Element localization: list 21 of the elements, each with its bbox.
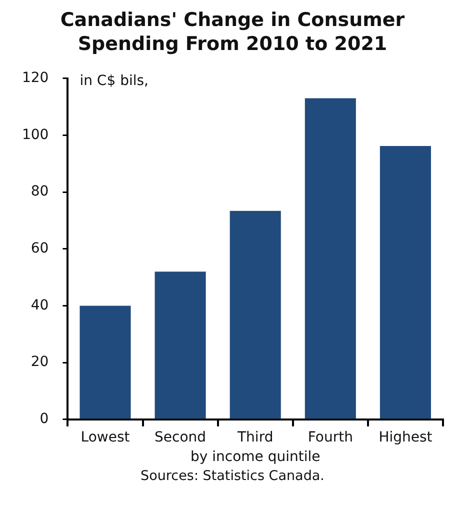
source-note: Sources: Statistics Canada. <box>140 468 326 484</box>
bar <box>304 98 356 419</box>
bar <box>380 146 431 419</box>
x-tick-label: Lowest <box>80 429 130 446</box>
bar <box>154 272 206 419</box>
y-tick-label: 120 <box>22 70 49 86</box>
x-tick-label: Second <box>154 429 206 446</box>
bar <box>230 210 281 419</box>
x-tick-label: Fourth <box>308 429 353 446</box>
y-tick-label: 40 <box>30 297 49 314</box>
y-tick-label: 20 <box>30 354 49 370</box>
y-tick-label: 0 <box>40 411 49 428</box>
y-tick-label: 80 <box>30 184 49 200</box>
y-tick-label: 100 <box>22 126 49 143</box>
x-tick-label: Highest <box>378 429 433 446</box>
x-tick-label: Third <box>236 429 274 446</box>
y-tick-label: 60 <box>30 240 49 257</box>
chart-subtitle: in C$ bils, <box>80 73 148 90</box>
bar <box>80 306 131 419</box>
x-axis-title: by income quintile <box>190 449 320 466</box>
chart-title: Canadians' Change in Consumer Spending From 2010 to 2021 <box>59 8 406 56</box>
